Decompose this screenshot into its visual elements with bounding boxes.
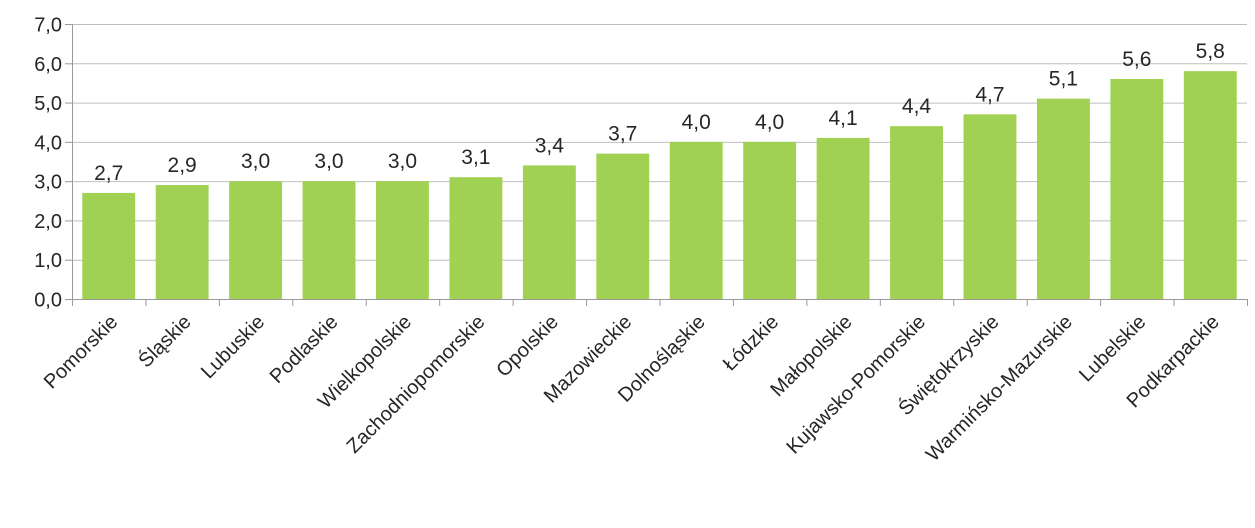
data-label: 5,8 (1196, 40, 1225, 63)
data-label: 5,1 (1049, 68, 1078, 91)
data-label: 4,0 (682, 111, 711, 134)
data-label: 3,0 (241, 150, 270, 173)
category-label: Warmińsko-Mazurskie (922, 311, 1077, 466)
category-label: Łódzkie (719, 311, 783, 375)
bar (963, 114, 1017, 299)
category-label: Kujawsko-Pomorskie (782, 311, 930, 459)
category-label: Śląskie (133, 310, 196, 373)
bar (302, 181, 356, 299)
bar (816, 137, 870, 299)
y-tick-label: 0,0 (34, 290, 62, 312)
data-label: 2,9 (168, 154, 197, 177)
data-label: 3,4 (535, 134, 565, 157)
category-label: Podlaskie (266, 311, 343, 388)
bar (743, 141, 797, 299)
data-label: 3,7 (608, 123, 637, 146)
bar (522, 165, 576, 299)
y-tick-label: 4,0 (34, 132, 62, 154)
y-tick-label: 7,0 (34, 15, 62, 37)
axes (65, 24, 1248, 306)
data-label: 4,4 (902, 95, 932, 118)
bar (890, 126, 943, 300)
y-tick-label: 5,0 (34, 93, 62, 115)
data-label: 3,0 (388, 150, 417, 173)
data-label: 4,0 (755, 111, 784, 134)
y-tick-label: 3,0 (34, 172, 62, 194)
bar (1183, 71, 1237, 300)
category-label: Opolskie (492, 311, 563, 382)
data-label: 3,1 (461, 146, 490, 169)
category-label: Lubelskie (1075, 311, 1150, 386)
data-label: 4,1 (828, 107, 857, 130)
data-label: 3,0 (314, 150, 343, 173)
bar (669, 141, 723, 299)
bars (82, 71, 1237, 300)
data-label: 2,7 (94, 162, 123, 185)
bar (1110, 79, 1164, 299)
bar (82, 192, 136, 299)
data-label: 5,6 (1122, 48, 1151, 71)
y-tick-label: 1,0 (34, 250, 62, 272)
bar (376, 181, 429, 299)
data-labels: 2,7 2,9 3,0 3,0 3,0 3,1 3,4 3,7 4,0 4,0 4,1 4,4 4,7 5… (94, 40, 1225, 185)
category-labels: Pomorskie Śląskie LubuskiePodlaskieWielkop… (40, 310, 1224, 466)
bar (1036, 98, 1090, 300)
category-label: Lubuskie (197, 311, 269, 383)
bar (596, 153, 650, 299)
y-tick-labels: 0,0 1,0 2,0 3,0 4,0 5,0 6,0 7,0 (34, 15, 62, 312)
data-label: 4,7 (975, 83, 1004, 106)
bar (449, 177, 503, 299)
y-tick-label: 6,0 (34, 54, 62, 76)
y-tick-label: 2,0 (34, 211, 62, 233)
bar (155, 185, 209, 299)
bar (229, 181, 283, 299)
category-label: Zachodniopomorskie (343, 311, 490, 458)
category-label: Pomorskie (40, 311, 122, 393)
